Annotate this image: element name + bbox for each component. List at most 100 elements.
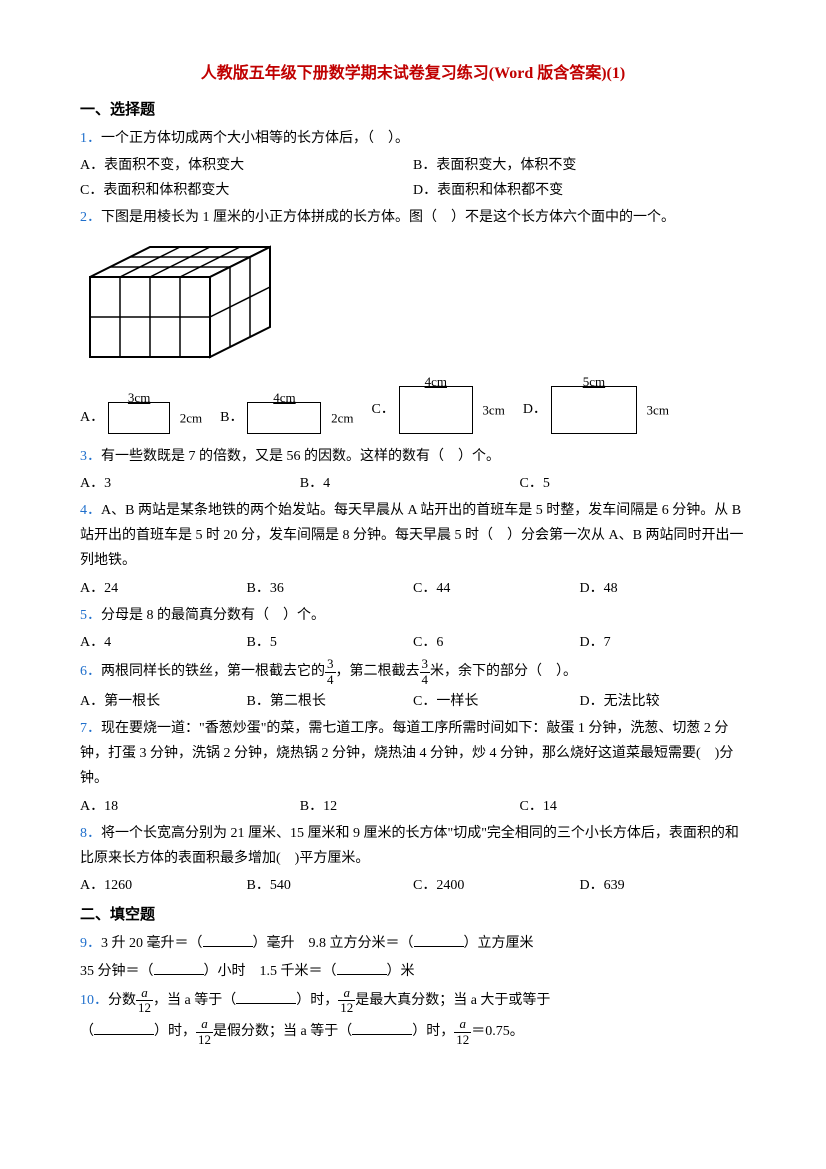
qtext: 一个正方体切成两个大小相等的长方体后，（ ）。 — [101, 131, 409, 146]
question-10: 10．分数a12，当 a 等于（）时，a12是最大真分数；当 a 大于或等于 — [80, 986, 746, 1016]
width-label: 4cm — [273, 386, 295, 409]
opt-b: B．4 — [300, 471, 520, 496]
question-7: 7．现在要烧一道："香葱炒蛋"的菜，需七道工序。每道工序所需时间如下：敲蛋 1 … — [80, 716, 746, 792]
opt-b: B．540 — [247, 873, 414, 898]
height-label: 2cm — [331, 406, 353, 429]
q2-opt-b: B． 4cm 2cm — [220, 402, 321, 434]
opt-b: B．12 — [300, 794, 520, 819]
text: ）毫升 9.8 立方分米＝（ — [253, 936, 414, 951]
qnum: 10． — [80, 993, 108, 1008]
opt-b: B．表面积变大，体积不变 — [413, 153, 746, 178]
cuboid-figure — [80, 237, 746, 376]
text: 是假分数；当 a 等于（ — [213, 1024, 352, 1039]
opt-label: D． — [523, 397, 547, 422]
qnum: 4． — [80, 503, 101, 518]
blank — [236, 989, 296, 1004]
opt-label: A． — [80, 405, 104, 430]
width-label: 4cm — [425, 370, 447, 393]
denominator: 4 — [420, 673, 431, 687]
blank — [203, 932, 253, 947]
qtext-pre: 两根同样长的铁丝，第一根截去它的 — [101, 664, 325, 679]
text: ）米 — [387, 964, 415, 979]
opt-c: C．一样长 — [413, 689, 580, 714]
blank — [154, 960, 204, 975]
opt-a: A．24 — [80, 576, 247, 601]
height-label: 3cm — [482, 398, 504, 421]
blank — [352, 1020, 412, 1035]
question-10b: （）时，a12是假分数；当 a 等于（）时，a12＝0.75。 — [80, 1017, 746, 1047]
q2-rect-options: A． 3cm 2cm B． 4cm 2cm C． 4cm 3cm D． 5cm … — [80, 386, 746, 434]
question-8: 8．将一个长宽高分别为 21 厘米、15 厘米和 9 厘米的长方体"切成"完全相… — [80, 821, 746, 871]
fraction: a12 — [136, 986, 153, 1016]
text: （ — [80, 1024, 94, 1039]
height-label: 2cm — [180, 406, 202, 429]
qnum: 9． — [80, 936, 101, 951]
blank — [94, 1020, 154, 1035]
numerator: a — [338, 986, 355, 1001]
denominator: 12 — [196, 1033, 213, 1047]
text: ）小时 1.5 千米＝（ — [204, 964, 337, 979]
opt-b: B．5 — [247, 630, 414, 655]
section-2: 二、填空题 — [80, 902, 746, 929]
qtext: 分母是 8 的最简真分数有（ ）个。 — [101, 608, 325, 623]
opt-a: A．4 — [80, 630, 247, 655]
opt-c: C．5 — [520, 471, 740, 496]
qnum: 7． — [80, 721, 101, 736]
opt-d: D．48 — [580, 576, 747, 601]
qnum: 1． — [80, 131, 101, 146]
q1-options: A．表面积不变，体积变大 B．表面积变大，体积不变 C．表面积和体积都变大 D．… — [80, 153, 746, 203]
text: ，当 a 等于（ — [153, 993, 236, 1008]
opt-a: A．表面积不变，体积变大 — [80, 153, 413, 178]
question-3: 3．有一些数既是 7 的倍数，又是 56 的因数。这样的数有（ ）个。 — [80, 444, 746, 469]
question-2: 2．下图是用棱长为 1 厘米的小正方体拼成的长方体。图（ ）不是这个长方体六个面… — [80, 205, 746, 230]
opt-b: B．第二根长 — [247, 689, 414, 714]
opt-a: A．第一根长 — [80, 689, 247, 714]
qnum: 2． — [80, 210, 101, 225]
width-label: 5cm — [583, 370, 605, 393]
opt-d: D．7 — [580, 630, 747, 655]
fraction: a12 — [338, 986, 355, 1016]
q2-opt-c: C． 4cm 3cm — [371, 386, 472, 434]
height-label: 3cm — [647, 398, 669, 421]
denominator: 12 — [136, 1001, 153, 1015]
q7-options: A．18 B．12 C．14 — [80, 794, 746, 819]
qnum: 5． — [80, 608, 101, 623]
fraction: 34 — [325, 657, 336, 687]
opt-label: C． — [371, 397, 394, 422]
qtext-mid: ，第二根截去 — [336, 664, 420, 679]
question-1: 1．一个正方体切成两个大小相等的长方体后，（ ）。 — [80, 126, 746, 151]
question-9: 9．3 升 20 毫升＝（）毫升 9.8 立方分米＝（）立方厘米 — [80, 931, 746, 956]
qnum: 3． — [80, 449, 101, 464]
opt-c: C．44 — [413, 576, 580, 601]
question-5: 5．分母是 8 的最简真分数有（ ）个。 — [80, 603, 746, 628]
width-label: 3cm — [128, 386, 150, 409]
fraction: a12 — [454, 1017, 471, 1047]
opt-d: D．表面积和体积都不变 — [413, 178, 746, 203]
q5-options: A．4 B．5 C．6 D．7 — [80, 630, 746, 655]
text: 35 分钟＝（ — [80, 964, 154, 979]
text: 3 升 20 毫升＝（ — [101, 936, 203, 951]
opt-a: A．1260 — [80, 873, 247, 898]
text: 是最大真分数；当 a 大于或等于 — [355, 993, 550, 1008]
text: ）时， — [412, 1024, 454, 1039]
denominator: 12 — [454, 1033, 471, 1047]
q2-opt-d: D． 5cm 3cm — [523, 386, 637, 434]
denominator: 4 — [325, 673, 336, 687]
opt-label: B． — [220, 405, 243, 430]
fraction: 34 — [420, 657, 431, 687]
numerator: a — [196, 1017, 213, 1032]
text: 分数 — [108, 993, 136, 1008]
q6-options: A．第一根长 B．第二根长 C．一样长 D．无法比较 — [80, 689, 746, 714]
qnum: 8． — [80, 826, 101, 841]
question-9b: 35 分钟＝（ ）小时 1.5 千米＝（ ）米 — [80, 959, 746, 984]
q3-options: A．3 B．4 C．5 — [80, 471, 746, 496]
qtext-post: 米，余下的部分（ ）。 — [430, 664, 577, 679]
qnum: 6． — [80, 664, 101, 679]
blank — [414, 932, 464, 947]
opt-d: D．639 — [580, 873, 747, 898]
question-6: 6．两根同样长的铁丝，第一根截去它的34，第二根截去34米，余下的部分（ ）。 — [80, 657, 746, 687]
q2-opt-a: A． 3cm 2cm — [80, 402, 170, 434]
page-title: 人教版五年级下册数学期末试卷复习练习(Word 版含答案)(1) — [80, 60, 746, 89]
opt-b: B．36 — [247, 576, 414, 601]
section-1: 一、选择题 — [80, 97, 746, 124]
